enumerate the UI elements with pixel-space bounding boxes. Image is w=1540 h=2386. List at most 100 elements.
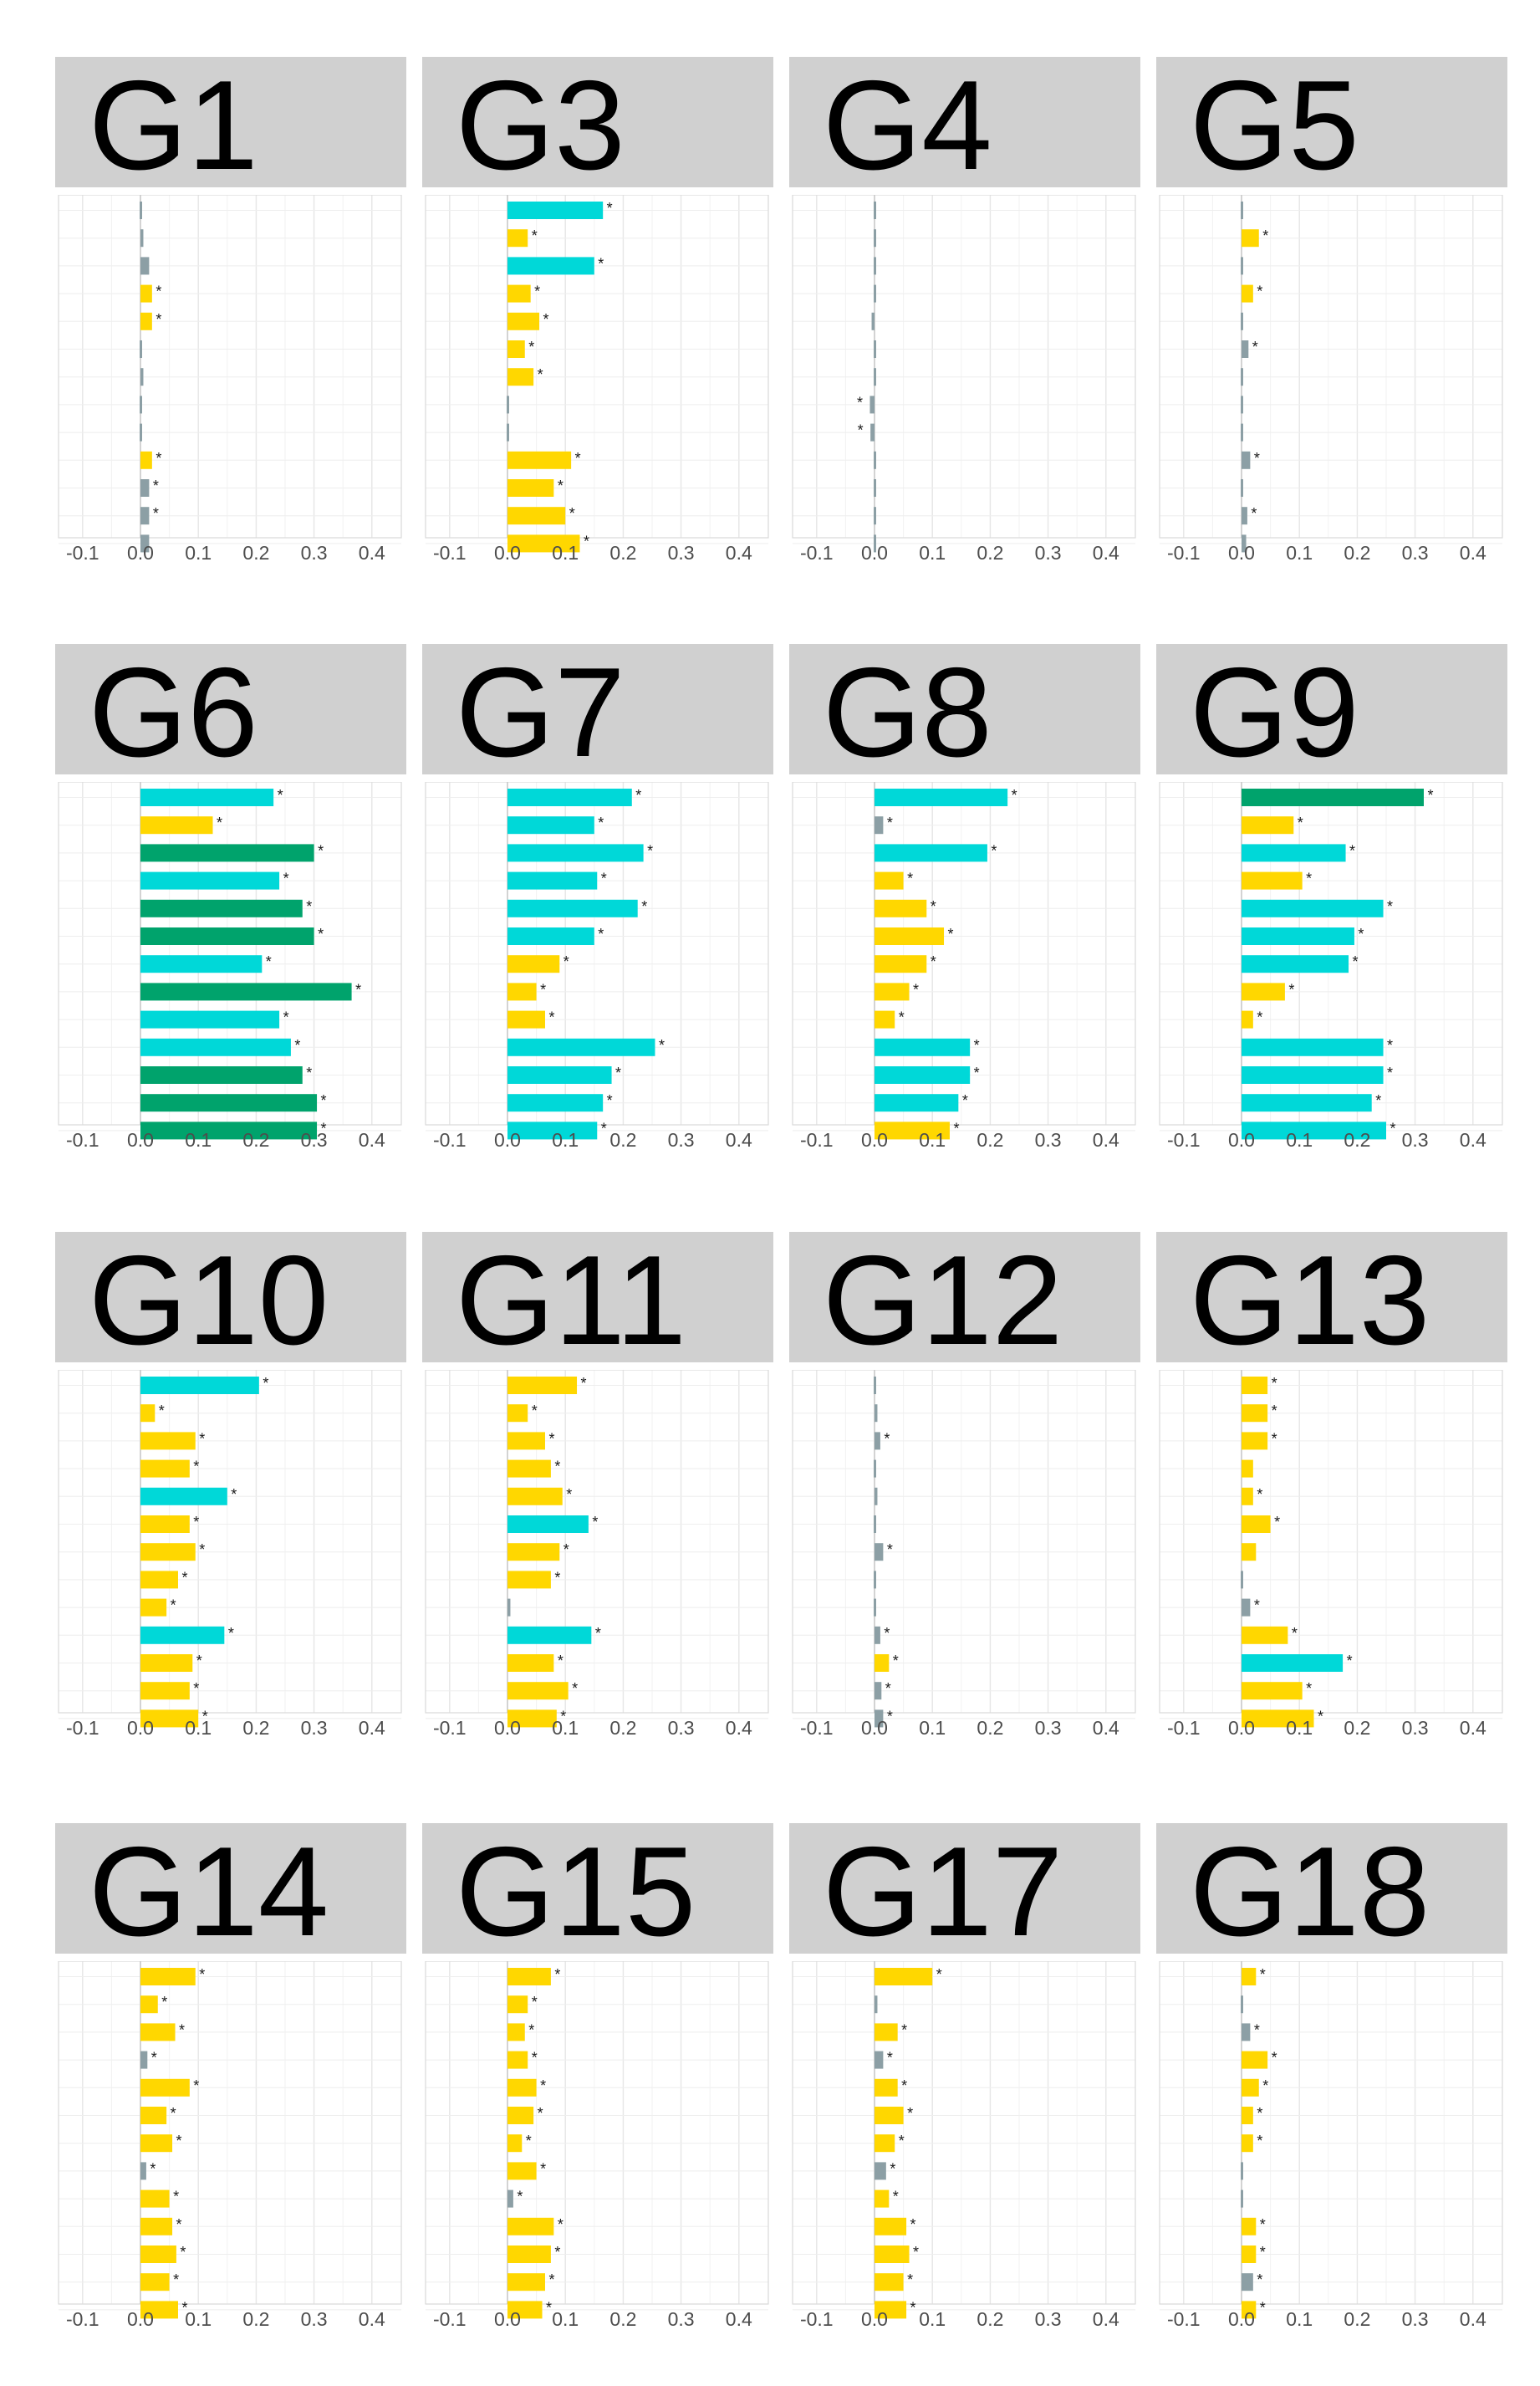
bar — [1242, 2301, 1257, 2319]
chart-panel-g4: G4 * * -0.1 0.0 0.1 0.2 0.3 0.4 — [789, 57, 1140, 563]
bar — [140, 1709, 199, 1728]
significance-marker: * — [318, 842, 324, 859]
bar — [140, 396, 142, 414]
bar — [875, 871, 904, 890]
significance-marker: * — [991, 842, 997, 859]
bar — [1242, 2107, 1253, 2124]
significance-marker: * — [193, 2077, 199, 2094]
significance-marker: * — [1427, 787, 1433, 804]
bar — [140, 2023, 176, 2041]
significance-marker: * — [953, 1120, 959, 1137]
bar — [140, 844, 314, 862]
significance-marker: * — [907, 2105, 913, 2122]
significance-marker: * — [558, 478, 563, 494]
plot-area: * * * * * -0.1 0.0 0.1 0.2 0.3 0.4 — [1156, 195, 1507, 563]
plot-area: * * * * * * * * * * * * * -0.1 0.0 0.1 0.2 0.3 0.4 — [422, 1961, 773, 2329]
significance-marker: * — [199, 1966, 205, 1983]
significance-marker: * — [199, 1430, 205, 1447]
x-tick-label: 0.3 — [1402, 542, 1429, 563]
significance-marker: * — [974, 1037, 980, 1054]
bar — [1242, 2217, 1257, 2235]
significance-marker: * — [532, 227, 538, 244]
x-tick-label: 0.0 — [1228, 1129, 1255, 1150]
bar — [875, 2189, 890, 2208]
chart-panel-g14: G14 * * * * * * * * * * * * * -0.1 0.0 0.1 0.2 0.3 0.4 — [55, 1823, 406, 2329]
bar — [507, 2273, 545, 2291]
significance-marker: * — [1288, 981, 1294, 998]
bar — [875, 1404, 878, 1423]
x-tick-label: 0.4 — [359, 1717, 385, 1738]
plot-border — [58, 1961, 402, 2305]
significance-marker: * — [595, 1625, 601, 1642]
bar — [1241, 2162, 1243, 2180]
bar — [1242, 927, 1354, 945]
bar — [875, 1010, 895, 1029]
bar — [507, 2301, 543, 2319]
bar — [140, 534, 150, 553]
bar — [1242, 1404, 1268, 1423]
plot-border — [58, 195, 402, 539]
chart-panel-g12: G12 * * * * * * -0.1 0.0 0.1 0.2 0.3 0.4 — [789, 1232, 1140, 1738]
bar — [1242, 844, 1346, 862]
significance-marker: * — [884, 1430, 890, 1447]
x-tick-label: 0.1 — [185, 1717, 212, 1738]
significance-marker: * — [1257, 2133, 1262, 2149]
significance-marker: * — [161, 1994, 167, 2010]
significance-marker: * — [560, 1708, 566, 1724]
x-tick-label: 0.0 — [861, 1129, 888, 1150]
significance-marker: * — [1262, 2077, 1268, 2094]
significance-marker: * — [1252, 339, 1258, 355]
chart-panel-g8: G8 * * * * * * * * * * * * * -0.1 0.0 0.1 0.2 0.3 0.4 — [789, 644, 1140, 1150]
bar — [140, 229, 144, 248]
significance-marker: * — [156, 450, 161, 467]
x-tick-label: -0.1 — [1167, 542, 1201, 563]
bar — [507, 871, 598, 890]
significance-marker: * — [193, 1459, 199, 1475]
bar — [1242, 340, 1249, 358]
bar — [874, 284, 876, 303]
x-tick-label: 0.4 — [1460, 1717, 1486, 1738]
significance-marker: * — [526, 2133, 532, 2149]
x-tick-label: 0.3 — [1402, 1129, 1429, 1150]
bar — [507, 2107, 534, 2124]
significance-marker: * — [278, 787, 283, 804]
x-tick-label: 0.2 — [609, 1717, 636, 1738]
x-tick-label: 0.3 — [1402, 1717, 1429, 1738]
significance-marker: * — [931, 953, 936, 970]
x-tick-label: 0.2 — [242, 1717, 269, 1738]
significance-marker: * — [607, 1092, 613, 1109]
x-tick-label: 0.3 — [1402, 2308, 1429, 2329]
x-tick-label: 0.2 — [977, 542, 1003, 563]
significance-marker: * — [1387, 1065, 1393, 1081]
bar — [1242, 816, 1294, 835]
x-tick-label: 0.1 — [185, 542, 212, 563]
bar — [874, 1598, 876, 1617]
significance-marker: * — [1387, 898, 1393, 915]
x-tick-label: 0.4 — [1093, 1129, 1119, 1150]
significance-marker: * — [546, 2299, 552, 2316]
bar — [874, 534, 876, 553]
significance-marker: * — [294, 1037, 300, 1054]
panel-title: G17 — [823, 1821, 1063, 1963]
panel-title: G8 — [823, 641, 992, 784]
panel-header: G9 — [1156, 644, 1507, 776]
panel-title: G4 — [823, 54, 992, 197]
significance-marker: * — [153, 478, 159, 494]
plot-area: * * * * * * * * * * * * * -0.1 0.0 0.1 0.2 0.3 0.4 — [55, 1961, 406, 2329]
bar — [507, 1626, 592, 1644]
bar — [140, 1515, 190, 1533]
bar-chart-svg: *************-0.1 0.0 0.1 0.2 0.3 0.4 — [792, 782, 1136, 1150]
significance-marker: * — [907, 871, 913, 887]
x-tick-label: 0.1 — [1286, 1717, 1313, 1738]
bar — [875, 1543, 884, 1561]
significance-marker: * — [171, 2105, 176, 2122]
significance-marker: * — [156, 311, 161, 328]
plot-area: * * * * * * * * * * -0.1 0.0 0.1 0.2 0.3 0.4 — [1156, 1961, 1507, 2329]
x-tick-label: 0.1 — [552, 542, 579, 563]
significance-marker: * — [887, 1708, 893, 1724]
plot-border — [1159, 195, 1503, 539]
significance-marker: * — [543, 311, 549, 328]
bar — [1242, 1377, 1268, 1394]
x-tick-label: 0.4 — [359, 2308, 385, 2329]
x-tick-label: -0.1 — [433, 1129, 467, 1150]
